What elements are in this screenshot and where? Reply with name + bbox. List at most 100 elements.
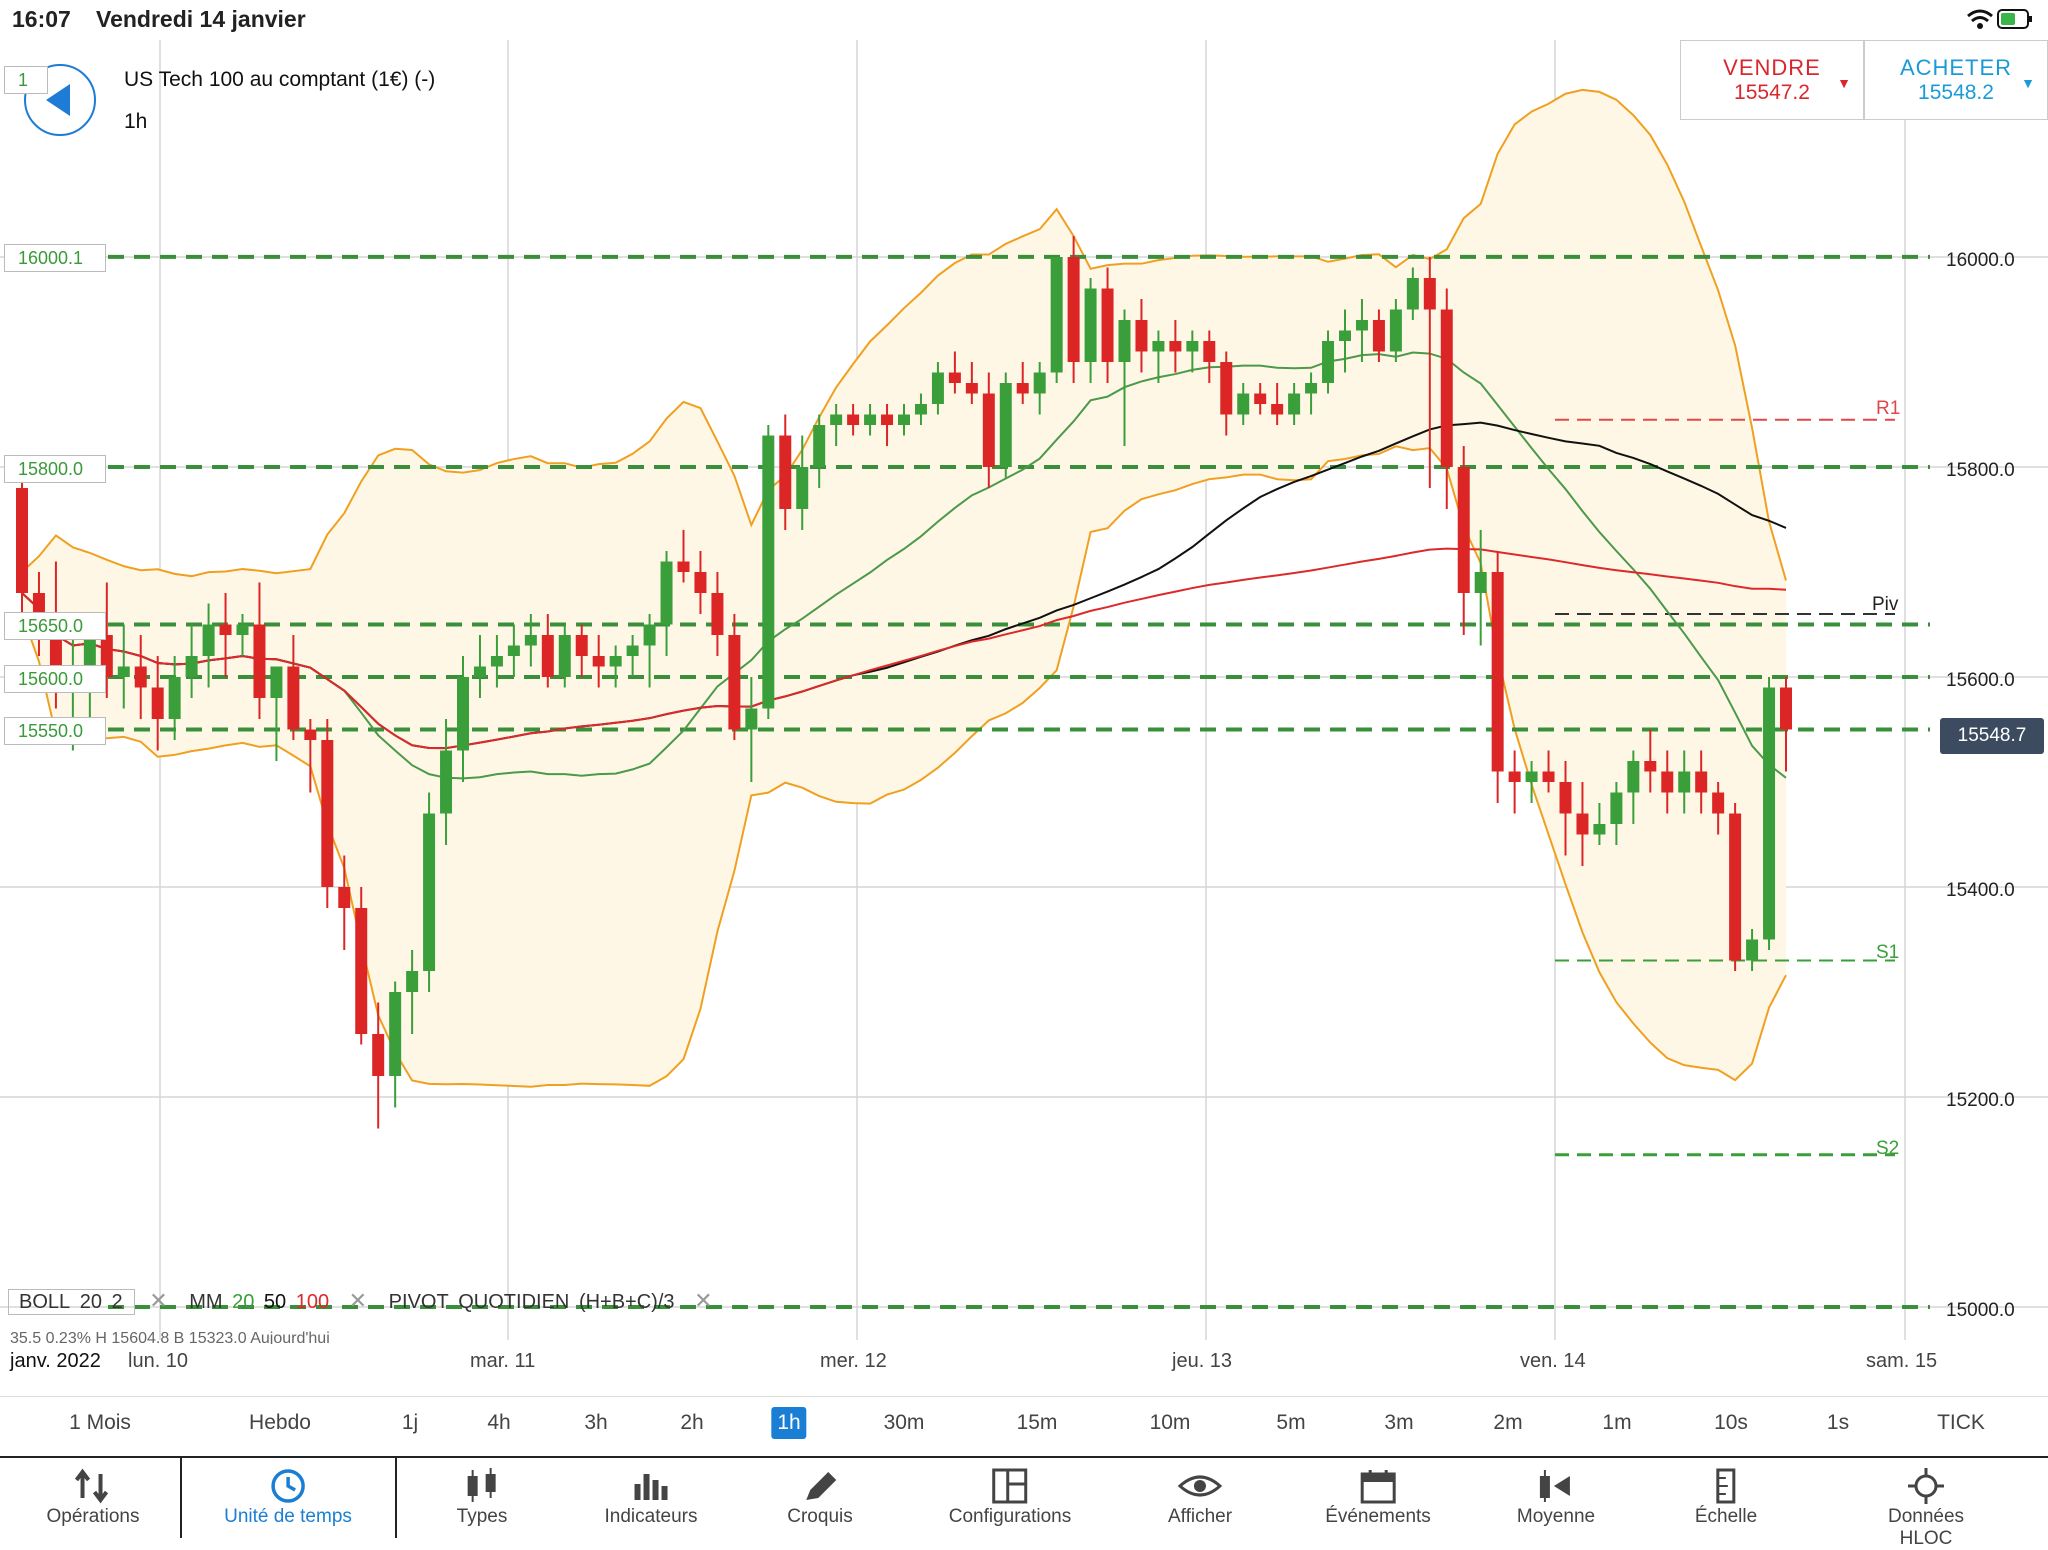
tf-2m[interactable]: 2m <box>1493 1411 1523 1434</box>
candle-body <box>1050 257 1063 373</box>
level-tag-15600[interactable]: 15600.0 <box>4 665 106 693</box>
candle-body <box>1118 320 1131 362</box>
configurations-button[interactable]: Configurations <box>949 1458 1071 1538</box>
tf-3m[interactable]: 3m <box>1384 1411 1414 1434</box>
events-button[interactable]: Événements <box>1325 1458 1431 1538</box>
sell-button[interactable]: VENDRE 15547.2 ▼ <box>1680 40 1864 120</box>
pivot-label-r1: R1 <box>1876 398 1901 419</box>
candle-body <box>134 666 147 688</box>
status-icons <box>1964 6 2034 32</box>
candle-body <box>1661 771 1674 793</box>
candle-body <box>931 372 944 404</box>
candle-body <box>1372 320 1385 352</box>
boll-stddev: 2 <box>111 1291 123 1313</box>
candle-body <box>813 425 826 467</box>
remove-pivot-icon[interactable]: ✕ <box>694 1288 713 1313</box>
candle-body <box>270 666 283 698</box>
candle-body <box>1152 341 1165 352</box>
tf-2h[interactable]: 2h <box>680 1411 704 1434</box>
remove-mm-icon[interactable]: ✕ <box>348 1288 368 1313</box>
bollinger-fill <box>22 89 1786 1087</box>
candle-body <box>1542 771 1555 782</box>
indicators-button[interactable]: Indicateurs <box>605 1458 697 1538</box>
level-tag-top[interactable]: 1 <box>4 66 48 94</box>
buy-button[interactable]: ACHETER 15548.2 ▼ <box>1864 40 2048 120</box>
level-tag-16000[interactable]: 16000.1 <box>4 244 106 272</box>
x-axis-label: sam. 15 <box>1866 1350 1938 1372</box>
tf-1h[interactable]: 1h <box>771 1407 807 1439</box>
mm-name[interactable]: MM <box>189 1291 223 1313</box>
candle-body <box>1220 362 1233 415</box>
tf-1j[interactable]: 1j <box>401 1411 419 1434</box>
candle-body <box>592 656 605 667</box>
price-chart[interactable] <box>0 40 2048 1356</box>
candle-body <box>1254 393 1267 404</box>
wifi-battery-icon <box>1967 9 2032 29</box>
price-tick: 15200.0 <box>1946 1090 2015 1111</box>
candle-body <box>1559 782 1572 814</box>
candle-body <box>745 708 758 730</box>
candle-body <box>304 729 317 740</box>
scale-button[interactable]: Échelle <box>1695 1458 1757 1538</box>
candle-body <box>1288 393 1301 415</box>
tf-5m[interactable]: 5m <box>1276 1411 1306 1434</box>
candle-body <box>626 645 639 656</box>
tf-4h[interactable]: 4h <box>487 1411 511 1434</box>
tf-15m[interactable]: 15m <box>1016 1411 1058 1434</box>
candle-body <box>914 404 927 415</box>
mm-period-20: 20 <box>232 1291 255 1313</box>
boll-name: BOLL <box>19 1291 71 1313</box>
tf-3h[interactable]: 3h <box>584 1411 608 1434</box>
remove-boll-icon[interactable]: ✕ <box>149 1288 168 1313</box>
tf-1-mois[interactable]: 1 Mois <box>69 1411 131 1434</box>
down-arrow-icon: ▼ <box>2021 75 2035 91</box>
toolbar-divider <box>395 1458 397 1538</box>
tf-30m[interactable]: 30m <box>883 1411 925 1434</box>
tf-1m[interactable]: 1m <box>1602 1411 1632 1434</box>
boll-indicator[interactable]: BOLL 20 2 <box>8 1289 136 1315</box>
candle-body <box>1457 467 1470 593</box>
price-tick: 15600.0 <box>1946 670 2015 691</box>
candle-body <box>881 414 894 425</box>
sketch-button[interactable]: Croquis <box>787 1458 853 1538</box>
candle-body <box>372 1034 385 1076</box>
level-tag-15650[interactable]: 15650.0 <box>4 612 106 640</box>
timeframe-tool-label: Unité de temps <box>224 1506 352 1527</box>
operations-button[interactable]: Opérations <box>46 1458 140 1538</box>
candle-body <box>948 372 961 383</box>
level-tag-15550[interactable]: 15550.0 <box>4 717 106 745</box>
tf-hebdo[interactable]: Hebdo <box>249 1411 311 1434</box>
level-tag-15800[interactable]: 15800.0 <box>4 455 106 483</box>
candle-body <box>253 624 266 698</box>
hloc-button[interactable]: Données HLOC <box>1865 1458 1987 1549</box>
candle-body <box>898 414 910 425</box>
candle-body <box>490 656 503 667</box>
candle-body <box>1355 320 1368 331</box>
candle-body <box>202 624 215 656</box>
candle-body <box>847 414 860 425</box>
timeframe-button[interactable]: Unité de temps <box>224 1458 352 1538</box>
display-button[interactable]: Afficher <box>1168 1458 1232 1538</box>
tf-1s[interactable]: 1s <box>1826 1411 1850 1434</box>
candle-body <box>1576 813 1589 835</box>
tf-10s[interactable]: 10s <box>1714 1411 1748 1434</box>
candle-body <box>1389 309 1402 352</box>
candle-body <box>999 383 1012 467</box>
candle-body <box>524 635 537 646</box>
sell-price: 15547.2 <box>1734 81 1810 104</box>
candle-body <box>1135 320 1148 352</box>
candle-body <box>779 435 792 509</box>
daily-stats: 35.5 0.23% H 15604.8 B 15323.0 Aujourd'h… <box>10 1330 330 1344</box>
candle-body <box>1271 404 1284 415</box>
average-button[interactable]: Moyenne <box>1517 1458 1595 1538</box>
candle-body <box>1322 341 1335 383</box>
tf-tick[interactable]: TICK <box>1937 1411 1985 1434</box>
pivot-name[interactable]: PIVOT <box>388 1291 449 1313</box>
candle-body <box>117 666 130 677</box>
tf-10m[interactable]: 10m <box>1149 1411 1191 1434</box>
candle-body <box>355 908 368 1034</box>
operations-label: Opérations <box>46 1506 140 1527</box>
types-button[interactable]: Types <box>457 1458 507 1538</box>
display-label: Afficher <box>1167 1506 1233 1527</box>
candle-body <box>609 656 622 667</box>
